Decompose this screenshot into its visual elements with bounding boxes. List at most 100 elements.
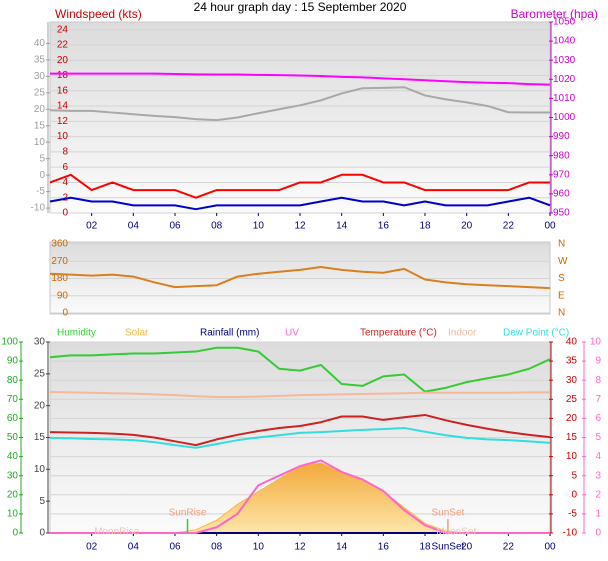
legend-entry: Dew Point (°C) xyxy=(503,328,569,339)
y2-tick-label: 10 xyxy=(566,451,578,462)
y2-tick-label: 30 xyxy=(566,375,578,386)
y2-tick-label: 5 xyxy=(571,470,577,481)
legend-entry: Indoor xyxy=(448,328,477,339)
series-line xyxy=(49,266,551,290)
series-line xyxy=(49,86,550,122)
y2-tick-label: 970 xyxy=(553,169,570,180)
y-tick-label: 30 xyxy=(7,470,19,481)
y4-tick-label: 3 xyxy=(595,470,601,481)
y-tick-label: 90 xyxy=(57,290,69,301)
y4-tick-label: 1 xyxy=(595,509,601,520)
y-tick-label: 70 xyxy=(7,394,19,405)
series-line xyxy=(49,413,551,447)
y2-axis-label: Barometer (hpa) xyxy=(511,7,598,21)
x-tick-label: 22 xyxy=(503,221,515,232)
y-tick-label: 10 xyxy=(57,131,69,142)
y2-tick-label: S xyxy=(558,273,565,284)
series-line xyxy=(49,426,551,449)
y3-tick-label: 0 xyxy=(39,170,45,181)
x-tick-label: 04 xyxy=(128,221,140,232)
x-tick-label: 08 xyxy=(211,542,223,553)
legend-entry: Solar xyxy=(125,328,149,339)
y2-tick-label: 980 xyxy=(553,150,570,161)
series-line xyxy=(50,459,550,534)
y-tick-label: 270 xyxy=(51,256,68,267)
y2-tick-label: 25 xyxy=(566,394,578,405)
y-tick-label: 6 xyxy=(62,162,68,173)
plot-background xyxy=(49,21,551,214)
y-tick-label: 90 xyxy=(7,356,19,367)
y3-tick-label: 10 xyxy=(34,137,46,148)
x-tick-label: 16 xyxy=(378,221,390,232)
x-tick-label: 20 xyxy=(461,221,473,232)
x-tick-label: 00 xyxy=(544,221,556,232)
y-tick-label: 8 xyxy=(62,147,68,158)
series-line xyxy=(49,196,551,211)
y-tick-label: 22 xyxy=(57,40,69,51)
annotation: SunSet xyxy=(432,542,465,553)
y3-tick-label: 20 xyxy=(34,400,46,411)
y2-tick-label: E xyxy=(558,290,565,301)
y2-tick-label: 1050 xyxy=(553,17,576,28)
y4-tick-label: 0 xyxy=(595,528,601,539)
x-tick-label: 18 xyxy=(419,221,431,232)
y-tick-label: 0 xyxy=(62,308,68,319)
y3-tick-label: 20 xyxy=(34,104,46,115)
series-line xyxy=(49,173,550,199)
y2-tick-label: 950 xyxy=(553,208,570,219)
y4-tick-label: 2 xyxy=(595,489,601,500)
y2-tick-label: W xyxy=(558,256,568,267)
x-tick-label: 20 xyxy=(461,542,473,553)
x-tick-label: 06 xyxy=(169,221,181,232)
y2-tick-label: N xyxy=(558,308,565,319)
annotation: MoonSet xyxy=(436,527,476,538)
y2-tick-label: 990 xyxy=(553,131,570,142)
x-tick-label: 18 xyxy=(419,542,431,553)
y2-tick-label: 1000 xyxy=(553,112,576,123)
legend-entry: Rainfall (mm) xyxy=(200,328,259,339)
series-line xyxy=(49,391,550,399)
y-tick-label: 0 xyxy=(62,208,68,219)
y-tick-label: 20 xyxy=(7,489,19,500)
y4-tick-label: 8 xyxy=(595,375,601,386)
series-line xyxy=(49,346,551,393)
y3-tick-label: 10 xyxy=(34,464,46,475)
x-tick-label: 06 xyxy=(169,542,181,553)
y-tick-label: 10 xyxy=(7,509,19,520)
y3-tick-label: 30 xyxy=(34,71,46,82)
x-tick-label: 22 xyxy=(503,542,515,553)
y-tick-label: 80 xyxy=(7,375,19,386)
y-tick-label: 60 xyxy=(7,413,19,424)
x-tick-label: 16 xyxy=(378,542,390,553)
y2-tick-label: 1030 xyxy=(553,55,576,66)
y-tick-label: 50 xyxy=(7,432,19,443)
y3-tick-label: -5 xyxy=(36,186,45,197)
y3-tick-label: 30 xyxy=(34,337,46,348)
y-tick-label: 14 xyxy=(57,101,69,112)
y2-tick-label: -10 xyxy=(563,528,578,539)
y3-tick-label: 25 xyxy=(34,368,46,379)
x-tick-label: 14 xyxy=(336,221,348,232)
y-tick-label: 18 xyxy=(57,70,69,81)
x-tick-label: 02 xyxy=(86,221,98,232)
x-tick-label: 04 xyxy=(128,542,140,553)
y3-tick-label: 35 xyxy=(34,55,46,66)
y2-tick-label: 1040 xyxy=(553,36,576,47)
y-tick-label: 40 xyxy=(7,451,19,462)
y-axis-label: Windspeed (kts) xyxy=(55,7,142,21)
y2-tick-label: 15 xyxy=(566,432,578,443)
y2-tick-label: 35 xyxy=(566,356,578,367)
y-tick-label: 20 xyxy=(57,55,69,66)
y3-tick-label: 40 xyxy=(34,38,46,49)
y4-tick-label: 7 xyxy=(595,394,601,405)
y-tick-label: 0 xyxy=(12,528,18,539)
y-tick-label: 16 xyxy=(57,85,69,96)
y-tick-label: 180 xyxy=(51,273,68,284)
legend-entry: Humidity xyxy=(57,328,96,339)
legend-entry: UV xyxy=(285,328,299,339)
x-tick-label: 00 xyxy=(544,542,556,553)
y2-tick-label: 0 xyxy=(571,489,577,500)
y2-tick-label: 1020 xyxy=(553,74,576,85)
y4-tick-label: 6 xyxy=(595,413,601,424)
y4-tick-label: 9 xyxy=(595,356,601,367)
